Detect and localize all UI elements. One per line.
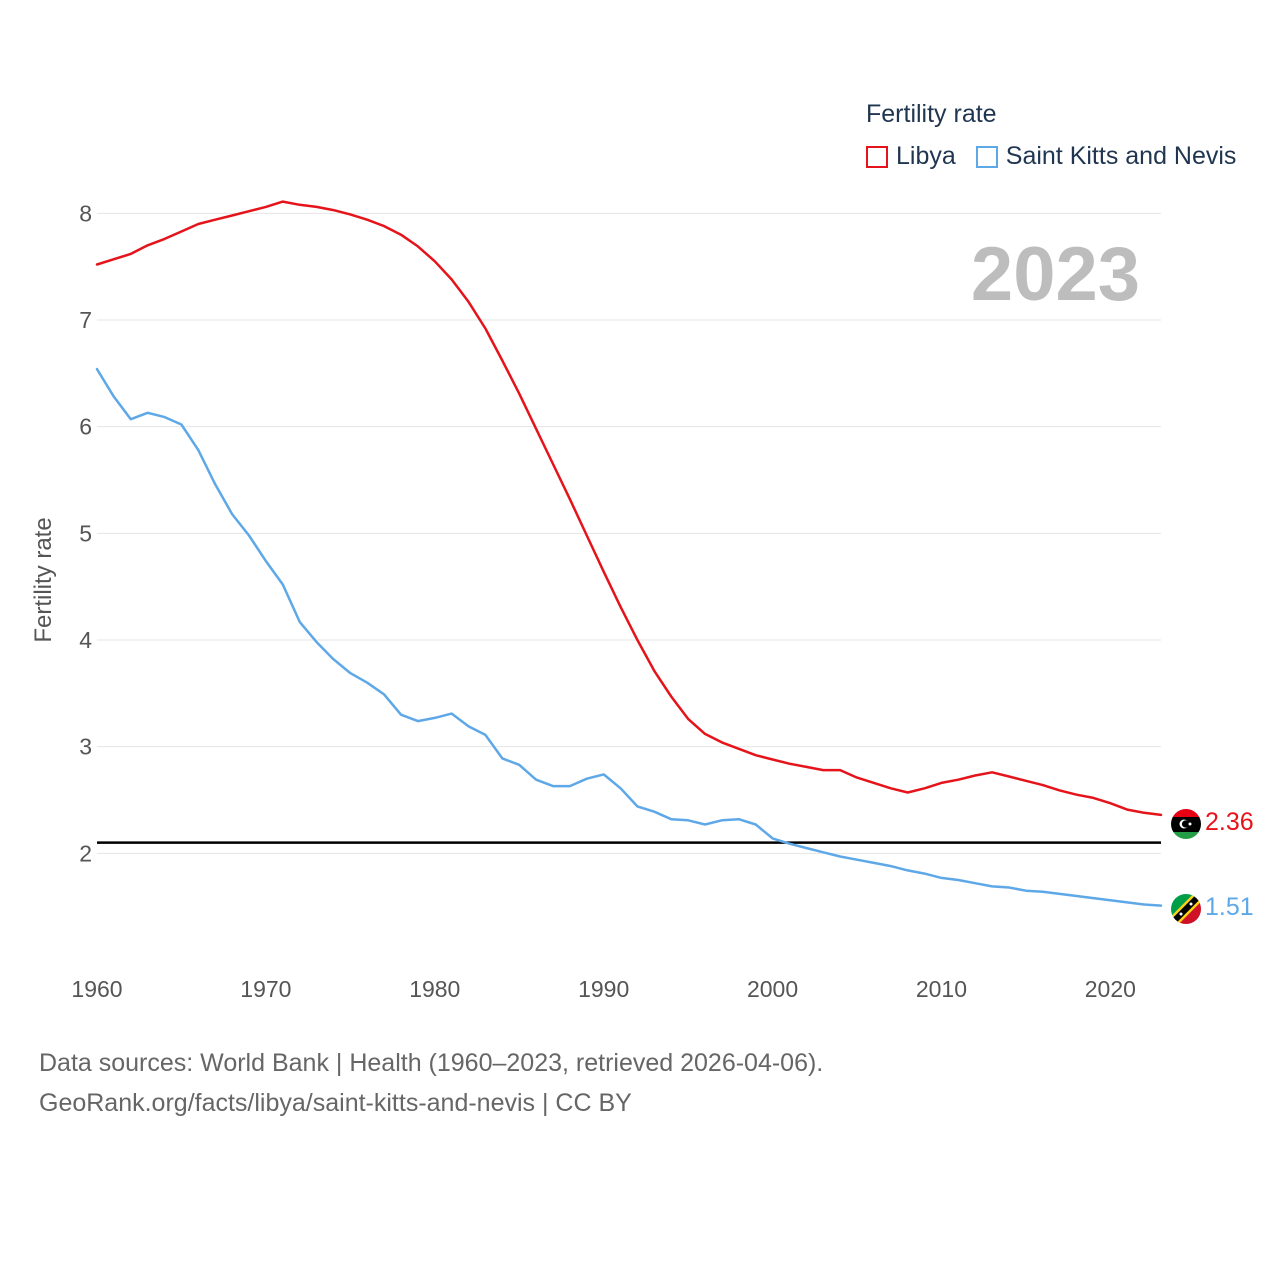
saint-kitts-and-nevis-end-value-label: 1.51 xyxy=(1205,893,1254,921)
x-tick-label: 1970 xyxy=(240,976,291,1002)
y-axis-label: Fertility rate xyxy=(30,517,57,642)
x-tick-label: 1980 xyxy=(409,976,460,1002)
legend-item-libya[interactable]: Libya xyxy=(866,142,956,171)
legend-swatch-libya xyxy=(866,145,888,168)
y-tick-label: 7 xyxy=(79,307,92,333)
legend: Libya Saint Kitts and Nevis xyxy=(866,142,1256,171)
x-tick-label: 2000 xyxy=(747,976,798,1002)
y-tick-label: 6 xyxy=(79,414,92,440)
y-tick-label: 4 xyxy=(79,627,92,653)
x-tick-label: 1990 xyxy=(578,976,629,1002)
legend-item-saint-kitts-and-nevis[interactable]: Saint Kitts and Nevis xyxy=(975,142,1237,171)
source-line-1: Data sources: World Bank | Health (1960–… xyxy=(39,1049,824,1077)
legend-label-saint-kitts-and-nevis: Saint Kitts and Nevis xyxy=(1005,142,1237,170)
libya-flag-icon xyxy=(1171,809,1201,839)
source-note: Data sources: World Bank | Health (1960–… xyxy=(39,1043,823,1123)
y-tick-label: 8 xyxy=(79,200,92,226)
x-tick-label: 2010 xyxy=(916,976,967,1002)
legend-swatch-saint-kitts-and-nevis xyxy=(975,145,998,168)
source-line-2[interactable]: GeoRank.org/facts/libya/saint-kitts-and-… xyxy=(39,1089,632,1117)
y-tick-label: 3 xyxy=(79,734,92,760)
x-tick-label: 1960 xyxy=(71,976,122,1002)
legend-title: Fertility rate xyxy=(866,100,997,128)
x-tick-label: 2020 xyxy=(1085,976,1136,1002)
libya-end-value-label: 2.36 xyxy=(1205,808,1254,836)
year-label: 2023 xyxy=(971,232,1140,317)
legend-label-libya: Libya xyxy=(896,142,956,170)
saint-kitts-and-nevis-flag-icon xyxy=(1171,894,1201,924)
series-line-saint-kitts-and-nevis[interactable] xyxy=(95,367,1163,907)
y-tick-label: 5 xyxy=(79,520,92,546)
series-line-libya[interactable] xyxy=(95,200,1163,817)
y-tick-label: 2 xyxy=(79,840,92,866)
